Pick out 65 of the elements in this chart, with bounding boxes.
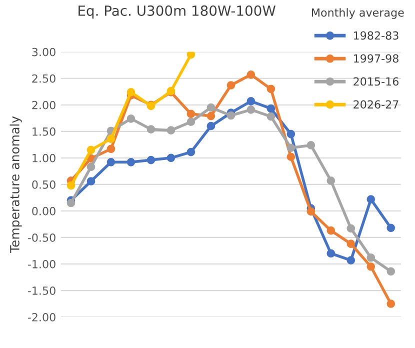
point: [166, 154, 176, 162]
y-tick-label: -1.50: [28, 286, 56, 295]
point: [126, 114, 136, 123]
legend-label: 2026-27: [354, 100, 398, 109]
y-tick-label: 2.00: [32, 100, 56, 110]
y-tick-label: -2.00: [28, 313, 56, 322]
point: [146, 125, 156, 134]
point: [286, 130, 296, 138]
y-tick-label: 0.00: [32, 206, 56, 216]
point: [106, 158, 116, 166]
y-tick-label: 0.50: [32, 180, 56, 189]
point: [206, 103, 216, 112]
legend-label: 1997-98: [354, 54, 398, 63]
legend-label: 1982-83: [354, 31, 398, 40]
point: [386, 300, 396, 308]
point: [306, 141, 316, 150]
point: [326, 249, 336, 258]
point: [226, 81, 236, 90]
point: [326, 176, 336, 185]
point: [266, 84, 276, 94]
point: [66, 198, 76, 208]
point: [186, 118, 196, 126]
legend-label: 2015-16: [354, 77, 399, 86]
point: [386, 224, 396, 232]
point: [346, 240, 356, 248]
point: [246, 70, 256, 79]
point: [186, 52, 196, 59]
y-tick-label: -0.50: [28, 233, 56, 242]
y-tick-label: 3.00: [32, 48, 56, 56]
point: [366, 195, 376, 204]
point: [86, 177, 96, 186]
point: [86, 162, 96, 172]
point: [206, 112, 216, 120]
point: [186, 148, 196, 156]
y-axis-title: Temperature anomaly: [10, 116, 22, 254]
point: [266, 112, 276, 121]
point: [346, 256, 356, 264]
point: [246, 97, 256, 106]
y-tick-label: -1.00: [28, 260, 56, 268]
point: [186, 110, 196, 118]
point: [246, 105, 256, 114]
point: [326, 226, 336, 235]
point: [126, 158, 136, 166]
point: [226, 111, 236, 120]
point: [66, 181, 76, 190]
point: [106, 134, 116, 143]
point: [166, 126, 176, 135]
point: [346, 224, 356, 233]
point: [366, 262, 376, 271]
point: [386, 267, 396, 276]
point: [306, 207, 316, 216]
y-tick-label: 2.50: [32, 74, 56, 83]
point: [286, 144, 296, 152]
y-tick-label: 1.00: [32, 154, 56, 162]
point: [106, 144, 116, 154]
point: [266, 104, 276, 113]
y-tick-label: 1.50: [32, 127, 56, 136]
point: [146, 156, 156, 164]
point: [366, 253, 376, 262]
point: [206, 122, 216, 130]
point: [126, 88, 136, 96]
point: [86, 146, 96, 154]
legend-title: Monthly average: [312, 8, 404, 19]
point: [286, 152, 296, 162]
chart-title: Eq. Pac. U300m 180W-100W: [78, 5, 276, 19]
